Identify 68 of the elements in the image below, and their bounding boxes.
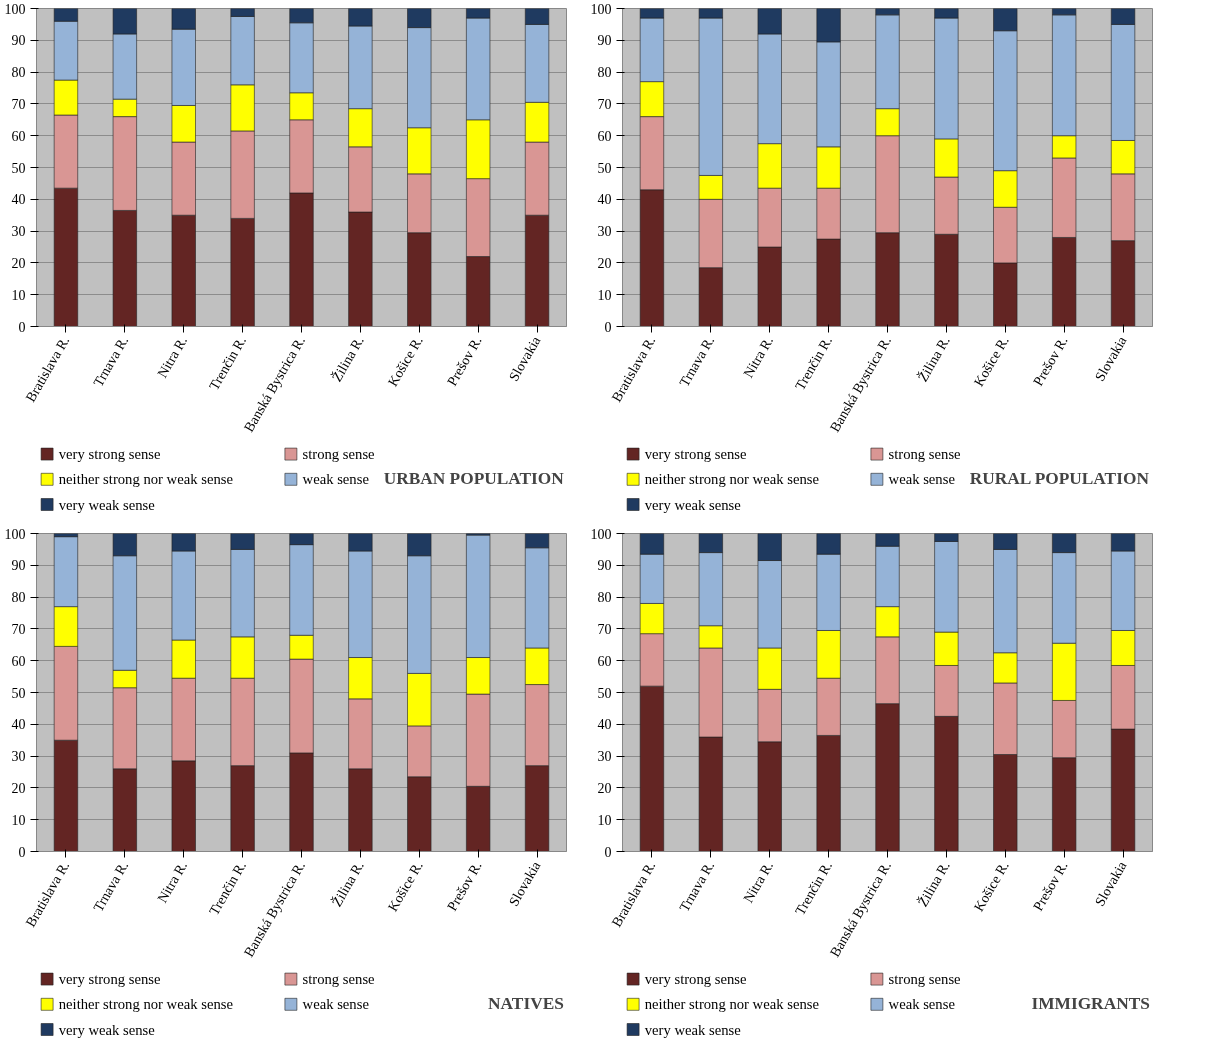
y-tick-label: 40 <box>11 192 26 208</box>
text: IMMIGRANTS <box>1031 993 1150 1013</box>
y-tick-label: 90 <box>597 33 612 49</box>
legend-label: strong sense <box>888 446 961 463</box>
legend-label: very strong sense <box>644 446 747 463</box>
y-tick-label: 0 <box>604 319 612 335</box>
y-tick-label: 40 <box>597 192 612 208</box>
y-tick-label: 100 <box>4 1 26 17</box>
legend-label: very strong sense <box>58 446 161 463</box>
legend-label: neither strong nor weak sense <box>58 471 233 488</box>
y-tick-label: 90 <box>11 33 26 49</box>
y-tick-label: 80 <box>11 590 26 606</box>
legend-label: neither strong nor weak sense <box>644 471 819 488</box>
y-tick-label: 20 <box>597 780 612 796</box>
y-tick-label: 50 <box>597 160 612 176</box>
y-tick-label: 10 <box>11 287 26 303</box>
legend-label: weak sense <box>888 996 955 1013</box>
text: NATIVES <box>488 993 564 1013</box>
y-tick-label: 20 <box>597 255 612 271</box>
legend-label: weak sense <box>302 471 369 488</box>
y-tick-label: 0 <box>18 319 26 335</box>
legend-label: strong sense <box>302 971 375 988</box>
y-tick-label: 100 <box>590 526 612 542</box>
y-tick-label: 60 <box>11 128 26 144</box>
y-tick-label: 60 <box>11 653 26 669</box>
legend-label: neither strong nor weak sense <box>58 996 233 1013</box>
legend-label: weak sense <box>302 996 369 1013</box>
y-tick-label: 40 <box>597 717 612 733</box>
text: RURAL POPULATION <box>969 468 1150 488</box>
legend-label: very weak sense <box>58 496 155 513</box>
y-tick-label: 30 <box>597 749 612 765</box>
y-tick-label: 20 <box>11 780 26 796</box>
y-tick-label: 80 <box>11 65 26 81</box>
y-tick-label: 100 <box>4 526 26 542</box>
y-tick-label: 100 <box>590 1 612 17</box>
y-tick-label: 60 <box>597 128 612 144</box>
y-tick-label: 70 <box>597 621 612 637</box>
legend-label: very weak sense <box>644 1021 741 1038</box>
legend-label: very weak sense <box>644 496 741 513</box>
y-tick-label: 20 <box>11 255 26 271</box>
y-tick-label: 50 <box>597 685 612 701</box>
y-tick-label: 40 <box>11 717 26 733</box>
legend-label: very strong sense <box>644 971 747 988</box>
y-tick-label: 0 <box>604 844 612 860</box>
legend-label: neither strong nor weak sense <box>644 996 819 1013</box>
y-tick-label: 10 <box>597 812 612 828</box>
legend-label: very strong sense <box>58 971 161 988</box>
text: URBAN POPULATION <box>383 468 565 488</box>
y-tick-label: 60 <box>597 653 612 669</box>
legend-label: strong sense <box>888 971 961 988</box>
y-tick-label: 10 <box>11 812 26 828</box>
y-tick-label: 70 <box>11 621 26 637</box>
legend-label: strong sense <box>302 446 375 463</box>
y-tick-label: 70 <box>11 96 26 112</box>
legend-label: very weak sense <box>58 1021 155 1038</box>
y-tick-label: 90 <box>11 558 26 574</box>
y-tick-label: 90 <box>597 558 612 574</box>
legend-label: weak sense <box>888 471 955 488</box>
y-tick-label: 0 <box>18 844 26 860</box>
y-tick-label: 80 <box>597 590 612 606</box>
y-tick-label: 30 <box>597 224 612 240</box>
y-tick-label: 80 <box>597 65 612 81</box>
y-tick-label: 10 <box>597 287 612 303</box>
y-tick-label: 70 <box>597 96 612 112</box>
y-tick-label: 30 <box>11 224 26 240</box>
y-tick-label: 30 <box>11 749 26 765</box>
y-tick-label: 50 <box>11 685 26 701</box>
y-tick-label: 50 <box>11 160 26 176</box>
